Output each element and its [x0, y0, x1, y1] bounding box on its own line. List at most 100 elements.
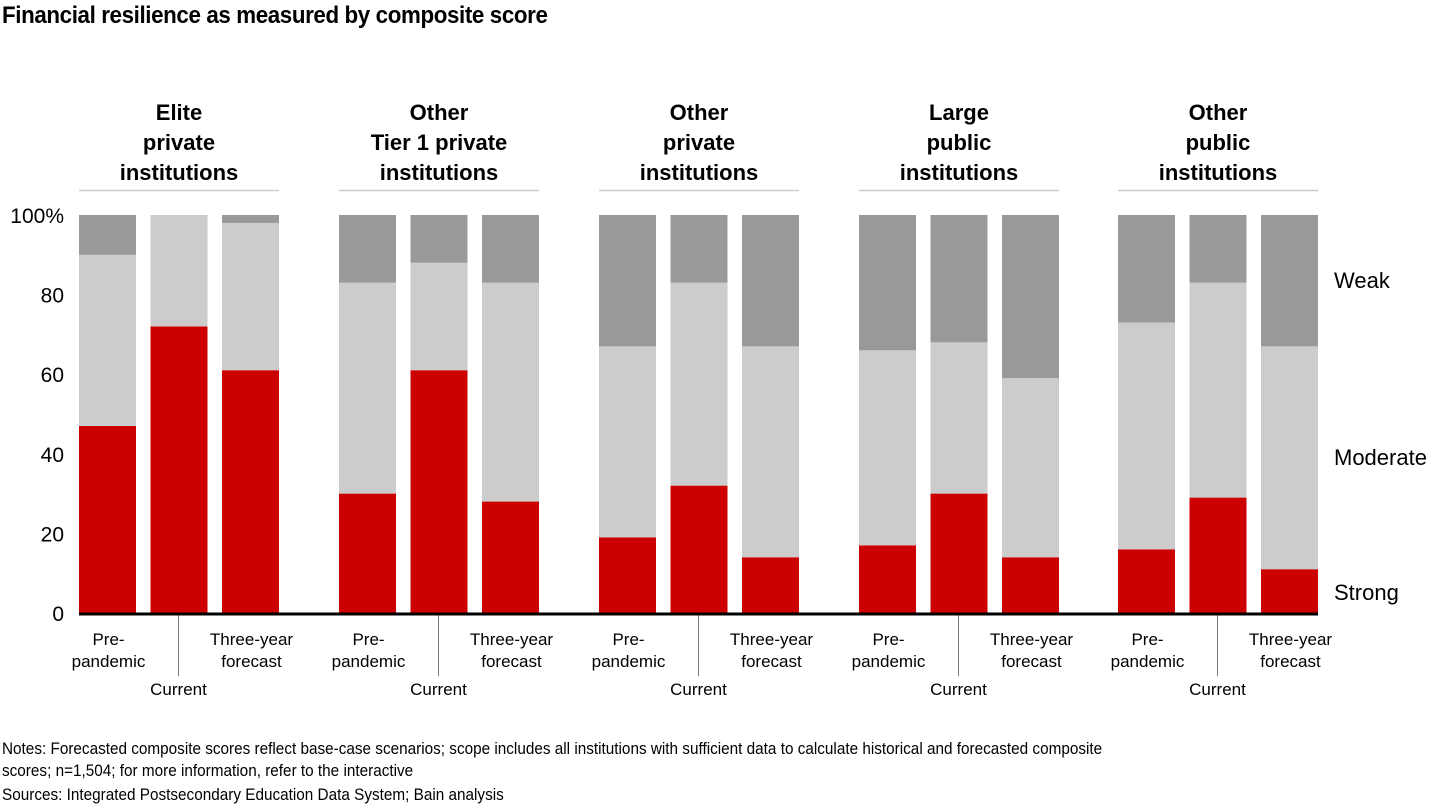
y-axis: 0 20 40 60 80 100%	[10, 205, 64, 626]
bar-group: Large public institutions Pre-pandemicCurre…	[852, 100, 1074, 699]
x-category-label: Current	[670, 680, 727, 699]
y-tick-label: 0	[52, 603, 64, 626]
bar-segment-weak	[1189, 215, 1247, 283]
legend-label-weak: Weak	[1334, 268, 1391, 293]
bar-segment-moderate	[859, 350, 916, 546]
x-category-label: Pre-	[872, 630, 904, 649]
x-category-label: pandemic	[592, 652, 666, 671]
x-category-label: Three-year	[470, 630, 553, 649]
bar-segment-weak	[1002, 215, 1059, 379]
bar-segment-moderate	[1002, 378, 1059, 558]
x-category-label: Current	[410, 680, 467, 699]
bar-segment-strong	[222, 370, 279, 613]
bar-segment-moderate	[1189, 282, 1247, 498]
group-title-line: Large	[929, 100, 989, 125]
bar-segment-strong	[1189, 497, 1247, 613]
bar-segment-strong	[742, 557, 799, 613]
bar-segment-moderate	[339, 282, 396, 494]
bar-segment-weak	[742, 215, 799, 347]
bar-segment-weak	[1261, 215, 1318, 347]
x-category-label: Current	[150, 680, 207, 699]
group-title-line: private	[143, 130, 215, 155]
group-title-line: Other	[670, 100, 729, 125]
x-category-label: Three-year	[990, 630, 1073, 649]
group-title-line: Elite	[156, 100, 202, 125]
bar-segment-moderate	[599, 346, 656, 538]
bar-segment-weak	[79, 215, 136, 255]
group-title-line: institutions	[1159, 160, 1278, 185]
chart-title: Financial resilience as measured by comp…	[2, 2, 548, 29]
group-title-line: institutions	[380, 160, 499, 185]
bar-segment-strong	[670, 485, 728, 613]
group-title-line: Tier 1 private	[371, 130, 508, 155]
bar-segment-moderate	[1261, 346, 1318, 570]
x-category-label: pandemic	[1111, 652, 1185, 671]
x-category-label: Three-year	[730, 630, 813, 649]
x-category-label: pandemic	[72, 652, 146, 671]
bar-group: Other public institutions Pre-pandemicCurre…	[1111, 100, 1333, 699]
bar-segment-moderate	[150, 215, 208, 327]
group-title-line: institutions	[900, 160, 1019, 185]
group-title-line: Other	[410, 100, 469, 125]
y-tick-label: 80	[41, 285, 64, 308]
bar-segment-weak	[599, 215, 656, 347]
bar-groups: EliteprivateinstitutionsPre-pandemicCurr…	[72, 100, 1333, 699]
bar-segment-strong	[930, 493, 988, 613]
group-title-line: public	[927, 130, 992, 155]
x-category-label: forecast	[1001, 652, 1062, 671]
bar-group: Other Tier 1 private institutions Pre-pande…	[332, 100, 554, 699]
bar-segment-weak	[482, 215, 539, 283]
group-title-line: private	[663, 130, 735, 155]
y-tick-label: 100%	[10, 205, 64, 228]
x-category-label: forecast	[1260, 652, 1321, 671]
sources-line: Sources: Integrated Postsecondary Educat…	[2, 785, 504, 804]
notes-line-2: scores; n=1,504; for more information, r…	[2, 761, 414, 780]
bar-segment-strong	[859, 545, 916, 613]
x-category-label: Pre-	[92, 630, 124, 649]
bar-segment-strong	[79, 425, 136, 613]
x-category-label: Pre-	[1131, 630, 1163, 649]
x-category-label: Pre-	[612, 630, 644, 649]
bar-segment-weak	[410, 215, 468, 263]
group-title-line: public	[1186, 130, 1251, 155]
x-category-label: Current	[1189, 680, 1246, 699]
bar-segment-strong	[410, 370, 468, 613]
bar-segment-weak	[1118, 215, 1175, 323]
x-category-label: Current	[930, 680, 987, 699]
x-category-label: Pre-	[352, 630, 384, 649]
bar-segment-strong	[339, 493, 396, 613]
y-tick-label: 40	[41, 444, 64, 467]
bar-segment-moderate	[930, 342, 988, 494]
bar-segment-moderate	[670, 282, 728, 486]
legend: Weak Moderate Strong	[1334, 268, 1427, 605]
bar-group: Elite private institutions Pre-pandemicCurr…	[72, 100, 294, 699]
legend-label-moderate: Moderate	[1334, 445, 1427, 470]
x-category-label: pandemic	[332, 652, 406, 671]
x-category-label: forecast	[481, 652, 542, 671]
x-category-label: pandemic	[852, 652, 926, 671]
bar-segment-moderate	[410, 262, 468, 371]
bar-segment-moderate	[79, 254, 136, 426]
y-tick-label: 60	[41, 364, 64, 387]
bar-segment-strong	[1261, 569, 1318, 613]
bar-segment-weak	[930, 215, 988, 343]
x-category-label: Three-year	[1249, 630, 1332, 649]
bar-segment-moderate	[222, 222, 279, 371]
bar-segment-weak	[670, 215, 728, 283]
x-category-label: forecast	[221, 652, 282, 671]
bar-segment-strong	[150, 326, 208, 613]
x-category-label: forecast	[741, 652, 802, 671]
group-title-line: institutions	[120, 160, 239, 185]
bar-segment-moderate	[1118, 322, 1175, 550]
bar-segment-moderate	[742, 346, 799, 558]
y-tick-label: 20	[41, 523, 64, 546]
bar-segment-weak	[222, 215, 279, 223]
bar-group: Other private institutions Pre-pandemicCurr…	[592, 100, 814, 699]
notes-line-1: Notes: Forecasted composite scores refle…	[2, 739, 1103, 758]
x-category-label: Three-year	[210, 630, 293, 649]
group-title-line: Other	[1189, 100, 1248, 125]
bar-segment-moderate	[482, 282, 539, 502]
bar-segment-strong	[482, 501, 539, 613]
bar-segment-strong	[1002, 557, 1059, 613]
